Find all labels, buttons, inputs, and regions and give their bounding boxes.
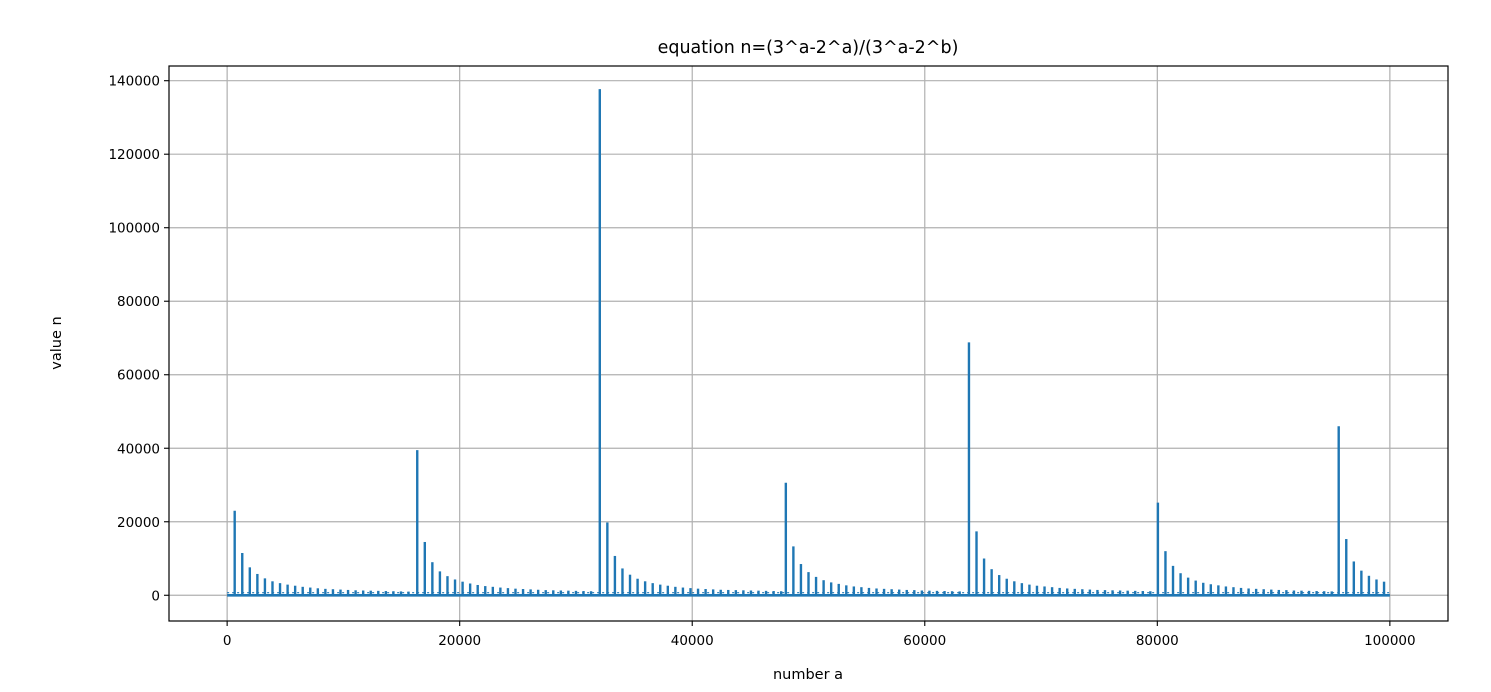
- x-axis-label: number a: [773, 667, 843, 683]
- y-tick-label: 40000: [117, 441, 160, 457]
- x-tick-label: 0: [223, 633, 232, 649]
- y-axis-label: value n: [49, 316, 65, 369]
- y-tick-label: 60000: [117, 368, 160, 384]
- x-tick-label: 100000: [1364, 633, 1416, 649]
- y-tick-label: 20000: [117, 515, 160, 531]
- x-tick-label: 80000: [1136, 633, 1179, 649]
- y-tick-label: 100000: [108, 221, 160, 237]
- x-axis-ticks: 0 20000 40000 60000 80000 100000: [223, 621, 1416, 649]
- grid-lines: [169, 66, 1448, 621]
- y-tick-label: 140000: [108, 74, 160, 90]
- y-tick-label: 120000: [108, 147, 160, 163]
- chart-title: equation n=(3^a-2^a)/(3^a-2^b): [658, 38, 959, 58]
- series-layer: [227, 89, 1390, 597]
- plot-frame: [168, 65, 1449, 622]
- y-tick-label: 0: [151, 588, 160, 604]
- y-tick-label: 80000: [117, 294, 160, 310]
- data-series: [227, 89, 1390, 597]
- y-axis-ticks: 0 20000 40000 60000 80000 100000 120000 140000: [108, 74, 169, 604]
- x-tick-label: 60000: [903, 633, 946, 649]
- x-tick-label: 20000: [438, 633, 481, 649]
- plot-background: [169, 66, 1448, 621]
- x-tick-label: 40000: [671, 633, 714, 649]
